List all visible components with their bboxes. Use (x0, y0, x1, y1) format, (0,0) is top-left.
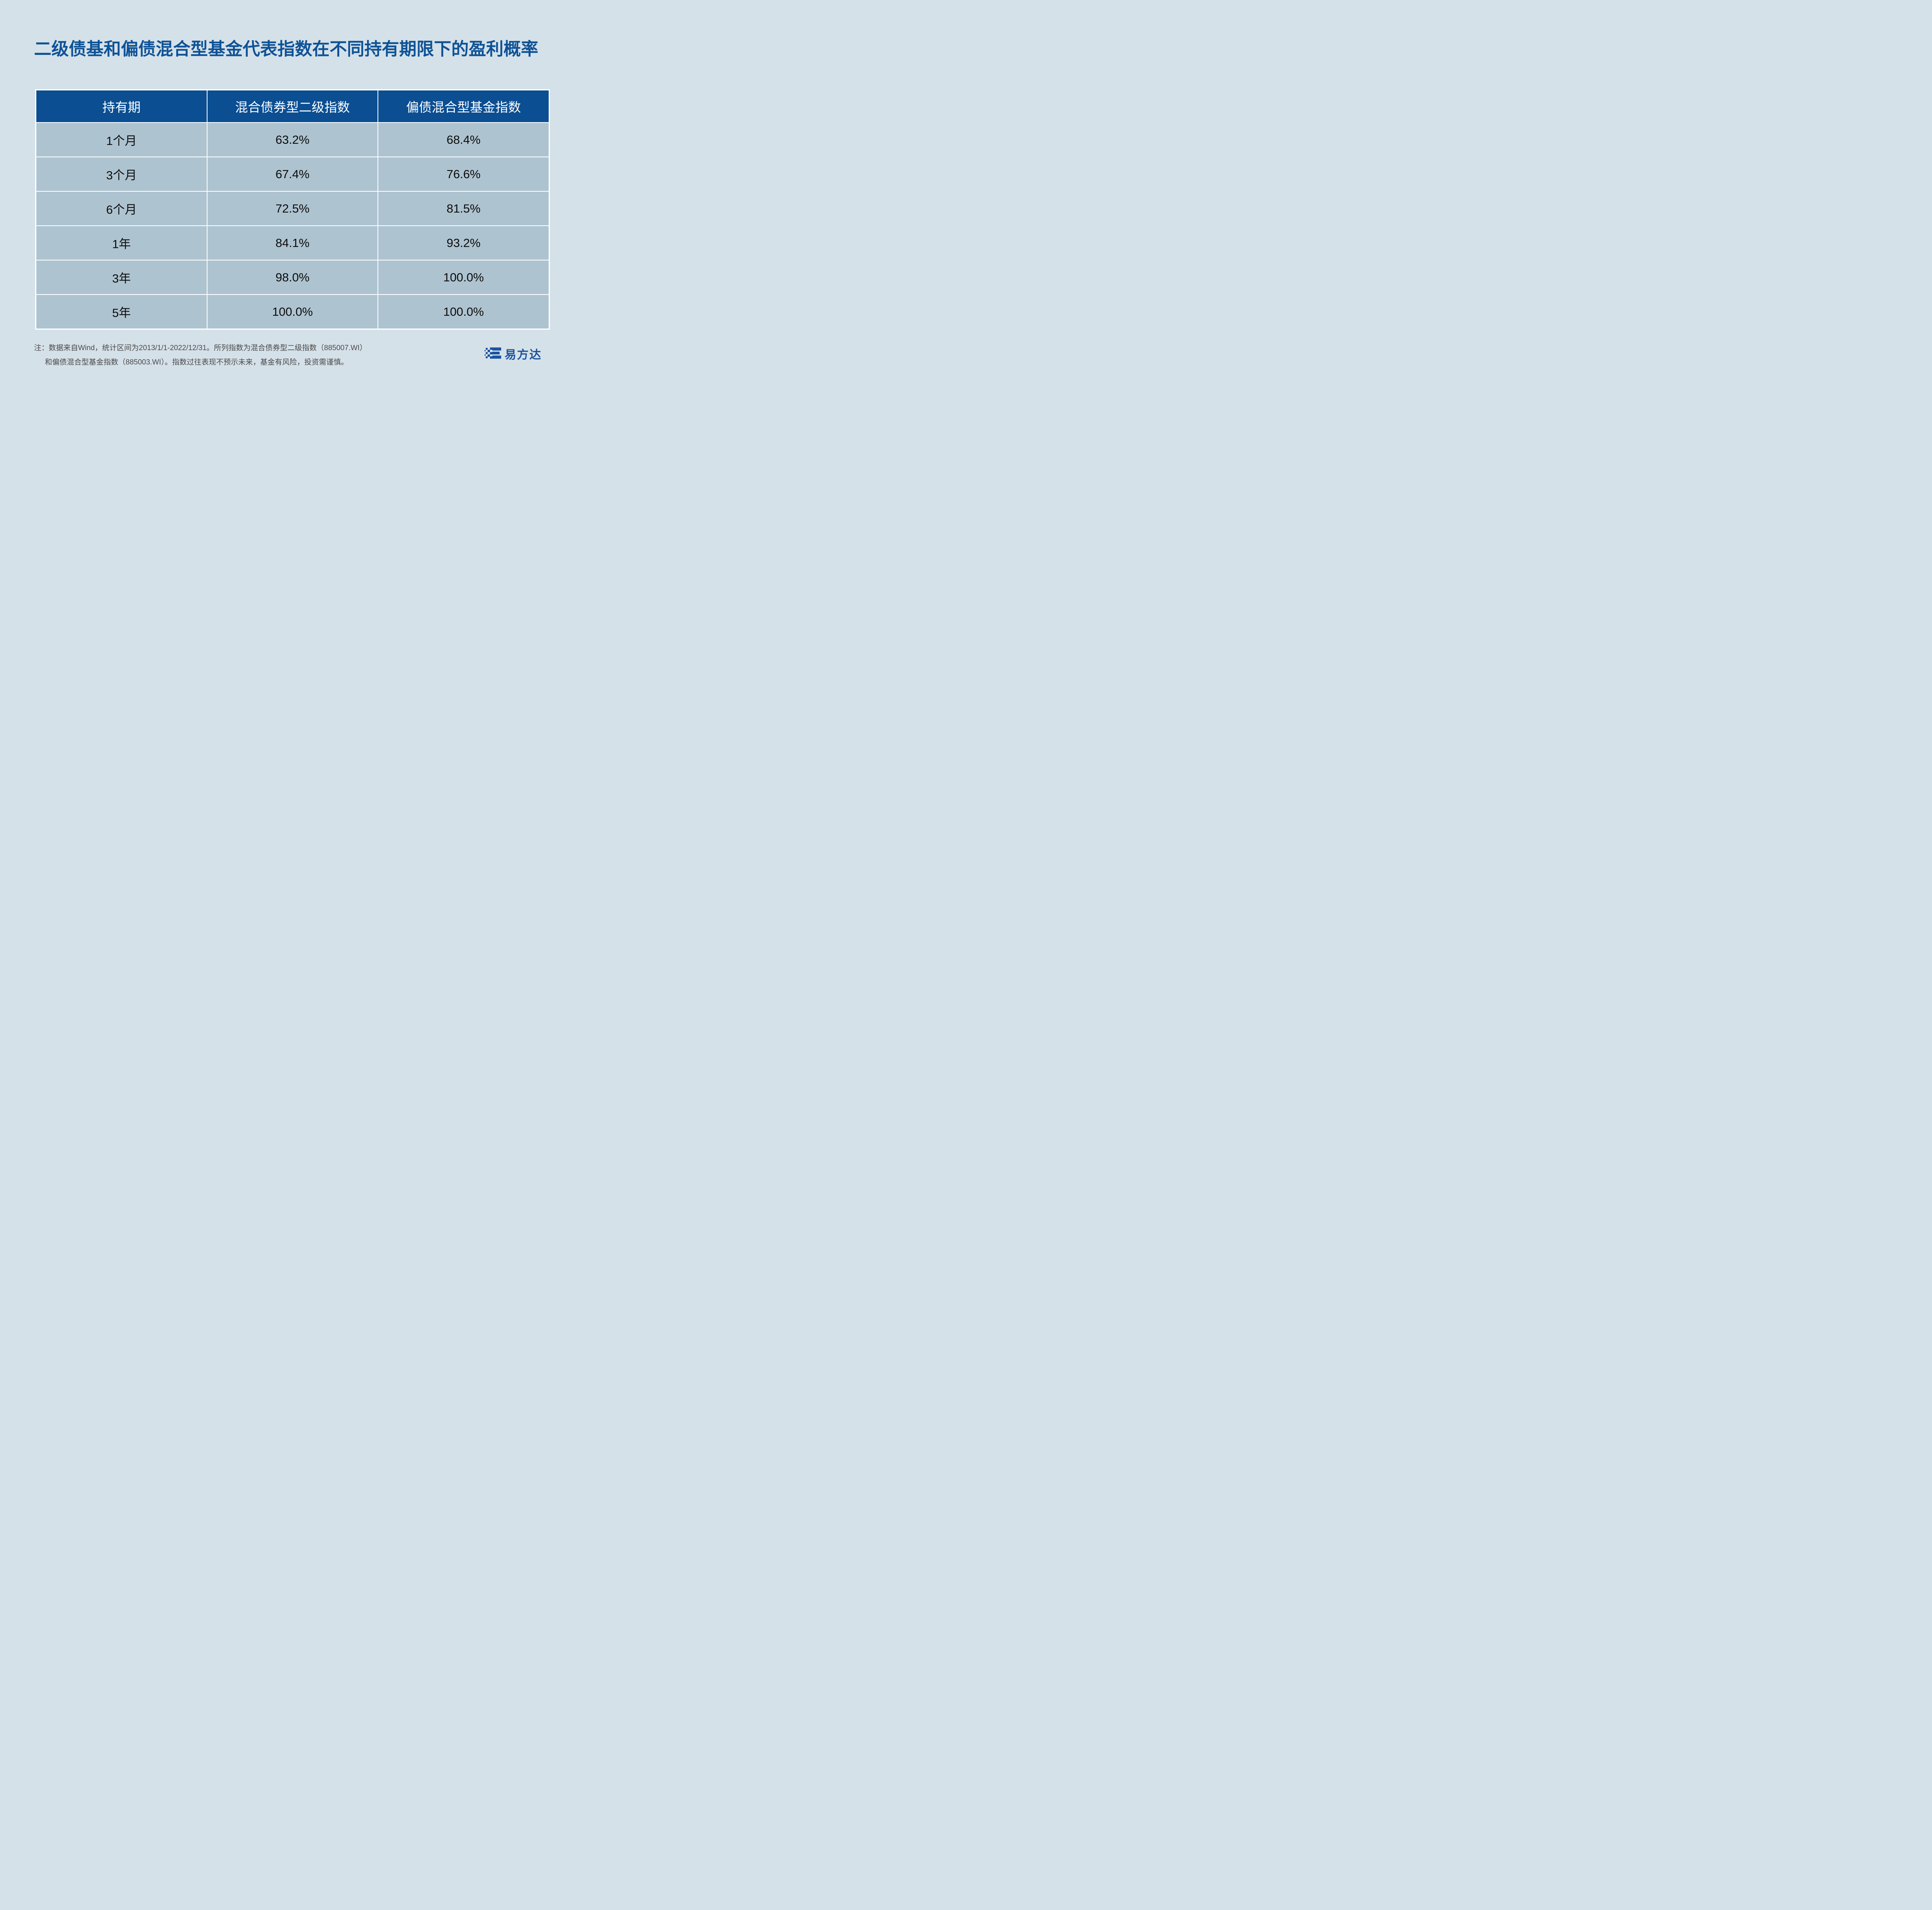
cell-period: 3年 (36, 260, 207, 294)
table-header-row: 持有期 混合债券型二级指数 偏债混合型基金指数 (36, 90, 549, 122)
profit-probability-table: 持有期 混合债券型二级指数 偏债混合型基金指数 1个月 63.2% 68.4% … (35, 89, 550, 330)
cell-secondary-index: 100.0% (207, 295, 378, 329)
cell-hybrid-index: 81.5% (378, 192, 549, 225)
cell-hybrid-index: 100.0% (378, 260, 549, 294)
footnote-line-1: 注：数据来自Wind，统计区间为2013/1/1-2022/12/31。所列指数… (34, 344, 367, 352)
cell-hybrid-index: 76.6% (378, 157, 549, 191)
column-header-secondary-bond-index: 混合债券型二级指数 (207, 90, 378, 122)
cell-period: 3个月 (36, 157, 207, 191)
cell-period: 1个月 (36, 123, 207, 157)
cell-period: 1年 (36, 226, 207, 260)
cell-period: 6个月 (36, 192, 207, 225)
cell-secondary-index: 98.0% (207, 260, 378, 294)
cell-hybrid-index: 93.2% (378, 226, 549, 260)
table-row: 6个月 72.5% 81.5% (36, 192, 549, 225)
cell-secondary-index: 67.4% (207, 157, 378, 191)
table-row: 1个月 63.2% 68.4% (36, 123, 549, 157)
cell-secondary-index: 63.2% (207, 123, 378, 157)
table-row: 3个月 67.4% 76.6% (36, 157, 549, 191)
efund-logo-text: 易方达 (505, 349, 542, 361)
infographic-canvas: 二级债基和偏债混合型基金代表指数在不同持有期限下的盈利概率 持有期 混合债券型二… (0, 0, 575, 382)
cell-secondary-index: 84.1% (207, 226, 378, 260)
cell-secondary-index: 72.5% (207, 192, 378, 225)
column-header-partial-debt-hybrid-index: 偏债混合型基金指数 (378, 90, 549, 122)
cell-period: 5年 (36, 295, 207, 329)
footnote: 注：数据来自Wind，统计区间为2013/1/1-2022/12/31。所列指数… (34, 341, 367, 369)
page-title: 二级债基和偏债混合型基金代表指数在不同持有期限下的盈利概率 (34, 39, 539, 59)
cell-hybrid-index: 100.0% (378, 295, 549, 329)
efund-logo: 易方达 (485, 345, 542, 362)
footnote-line-2: 和偏债混合型基金指数（885003.WI）。指数过往表现不预示未来，基金有风险，… (45, 358, 349, 366)
column-header-holding-period: 持有期 (36, 90, 207, 122)
table-row: 1年 84.1% 93.2% (36, 226, 549, 260)
table-row: 3年 98.0% 100.0% (36, 260, 549, 294)
cell-hybrid-index: 68.4% (378, 123, 549, 157)
efund-pixel-e-mark-icon (485, 347, 502, 361)
table-row: 5年 100.0% 100.0% (36, 295, 549, 329)
